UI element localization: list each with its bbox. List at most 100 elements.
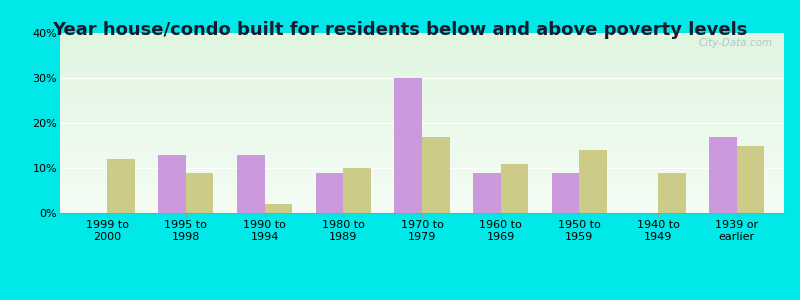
Bar: [60, 186, 784, 187]
Bar: [60, 119, 784, 120]
Bar: [60, 131, 784, 132]
Bar: [60, 195, 784, 196]
Bar: [60, 91, 784, 92]
Bar: [60, 123, 784, 124]
Bar: [60, 50, 784, 51]
Bar: [60, 122, 784, 123]
Bar: [60, 200, 784, 201]
Bar: [60, 99, 784, 100]
Bar: [60, 203, 784, 204]
Bar: [60, 68, 784, 69]
Bar: [60, 45, 784, 46]
Bar: [60, 179, 784, 180]
Bar: [60, 70, 784, 71]
Bar: [60, 66, 784, 67]
Bar: [60, 201, 784, 202]
Bar: [60, 72, 784, 73]
Bar: [60, 212, 784, 213]
Bar: [60, 62, 784, 63]
Bar: [237, 154, 265, 213]
Bar: [60, 117, 784, 118]
Bar: [60, 194, 784, 195]
Bar: [60, 165, 784, 166]
Bar: [60, 210, 784, 211]
Bar: [60, 162, 784, 163]
Bar: [60, 48, 784, 49]
Bar: [60, 190, 784, 191]
Bar: [186, 172, 214, 213]
Bar: [60, 183, 784, 184]
Bar: [60, 73, 784, 74]
Bar: [60, 77, 784, 78]
Bar: [60, 159, 784, 160]
Bar: [60, 139, 784, 140]
Bar: [60, 47, 784, 48]
Bar: [60, 152, 784, 153]
Bar: [60, 35, 784, 36]
Bar: [60, 86, 784, 87]
Bar: [60, 157, 784, 158]
Bar: [60, 149, 784, 150]
Bar: [60, 71, 784, 72]
Bar: [60, 65, 784, 66]
Bar: [60, 95, 784, 96]
Bar: [60, 142, 784, 143]
Bar: [60, 88, 784, 89]
Bar: [60, 103, 784, 104]
Bar: [60, 75, 784, 76]
Bar: [60, 107, 784, 108]
Bar: [60, 42, 784, 43]
Bar: [60, 132, 784, 133]
Bar: [60, 126, 784, 127]
Bar: [60, 150, 784, 151]
Bar: [60, 208, 784, 209]
Bar: [60, 160, 784, 161]
Bar: [60, 54, 784, 55]
Bar: [60, 155, 784, 156]
Bar: [60, 164, 784, 165]
Bar: [265, 204, 292, 213]
Bar: [60, 169, 784, 170]
Bar: [60, 154, 784, 155]
Bar: [60, 38, 784, 39]
Bar: [60, 198, 784, 199]
Bar: [60, 135, 784, 136]
Bar: [60, 87, 784, 88]
Bar: [60, 145, 784, 146]
Bar: [60, 33, 784, 34]
Bar: [60, 197, 784, 198]
Bar: [60, 106, 784, 107]
Bar: [60, 58, 784, 59]
Bar: [60, 80, 784, 81]
Bar: [60, 140, 784, 141]
Bar: [60, 192, 784, 193]
Bar: [60, 64, 784, 65]
Bar: [394, 78, 422, 213]
Text: Year house/condo built for residents below and above poverty levels: Year house/condo built for residents bel…: [52, 21, 748, 39]
Bar: [60, 161, 784, 162]
Bar: [60, 187, 784, 188]
Bar: [60, 89, 784, 90]
Bar: [60, 130, 784, 131]
Bar: [60, 127, 784, 128]
Bar: [60, 177, 784, 178]
Bar: [60, 182, 784, 183]
Bar: [60, 133, 784, 134]
Bar: [60, 46, 784, 47]
Bar: [60, 40, 784, 41]
Bar: [60, 49, 784, 50]
Bar: [60, 138, 784, 139]
Bar: [60, 207, 784, 208]
Bar: [60, 108, 784, 109]
Bar: [710, 136, 737, 213]
Bar: [60, 141, 784, 142]
Bar: [60, 67, 784, 68]
Bar: [60, 55, 784, 56]
Bar: [107, 159, 134, 213]
Bar: [60, 36, 784, 37]
Bar: [60, 193, 784, 194]
Bar: [60, 158, 784, 159]
Bar: [60, 168, 784, 169]
Bar: [658, 172, 686, 213]
Bar: [60, 121, 784, 122]
